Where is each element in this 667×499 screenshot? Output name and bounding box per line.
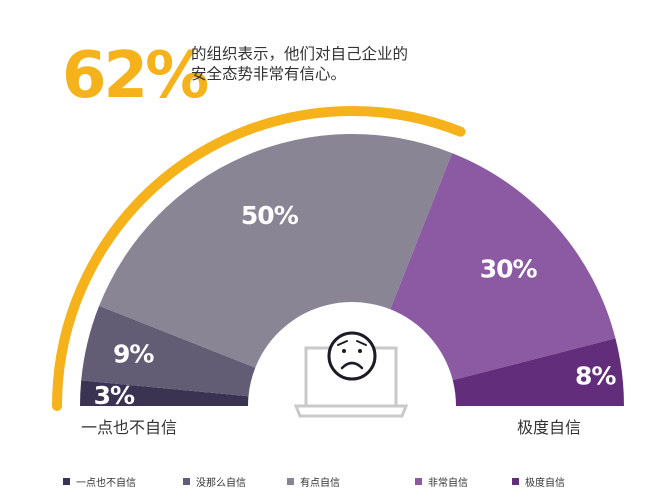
chart-segment-label-4: 30% <box>480 254 538 283</box>
chart-segments <box>80 133 624 406</box>
scale-left-label: 一点也不自信 <box>81 418 178 437</box>
chart-segment-label-2: 9% <box>113 339 154 368</box>
face-right-eye <box>358 349 362 353</box>
legend-label: 一点也不自信 <box>76 478 136 489</box>
face-left-eye <box>342 349 346 353</box>
legend-swatch <box>183 478 190 485</box>
chart-segment-3 <box>99 133 453 368</box>
legend-swatch <box>63 478 70 485</box>
legend-item: 极度自信 <box>512 474 565 489</box>
legend-item: 非常自信 <box>415 474 468 489</box>
scale-right-label: 极度自信 <box>517 418 582 437</box>
face-outline <box>327 331 377 381</box>
chart-segment-label-5: 8% <box>575 361 616 390</box>
chart-segment-label-3: 50% <box>241 201 299 230</box>
headline-line-2: 安全态势非常有信心。 <box>191 65 347 83</box>
face-right-brow <box>356 340 367 346</box>
chart-segment-4 <box>390 153 616 381</box>
chart-legend: 一点也不自信 没那么自信 有点自信 非常自信 极度自信 <box>0 474 667 490</box>
face-left-brow <box>337 340 348 346</box>
chart-segment-5 <box>452 338 624 406</box>
legend-label: 极度自信 <box>525 478 565 489</box>
legend-item: 没那么自信 <box>183 474 246 489</box>
legend-item: 一点也不自信 <box>63 474 136 489</box>
legend-label: 没那么自信 <box>196 478 246 489</box>
legend-item: 有点自信 <box>287 474 340 489</box>
chart-segment-2 <box>81 305 256 397</box>
headline-line-1: 的组织表示，他们对自己企业的 <box>191 45 409 63</box>
headline-text: 的组织表示，他们对自己企业的 安全态势非常有信心。 <box>191 44 491 84</box>
chart-segment-labels: 3% 9% 50% 30% 8% <box>94 201 618 410</box>
legend-swatch <box>415 478 422 485</box>
face-frown <box>340 361 364 370</box>
laptop-base-outline <box>293 404 409 418</box>
legend-label: 有点自信 <box>300 478 340 489</box>
highlight-arc <box>52 106 466 411</box>
sad-face-laptop-icon <box>293 331 409 418</box>
chart-segment-label-1: 3% <box>94 381 135 410</box>
chart-segment-1 <box>80 380 249 406</box>
legend-label: 非常自信 <box>428 478 468 489</box>
legend-swatch <box>512 478 519 485</box>
headline-percentage: 62% <box>62 39 209 113</box>
legend-swatch <box>287 478 294 485</box>
